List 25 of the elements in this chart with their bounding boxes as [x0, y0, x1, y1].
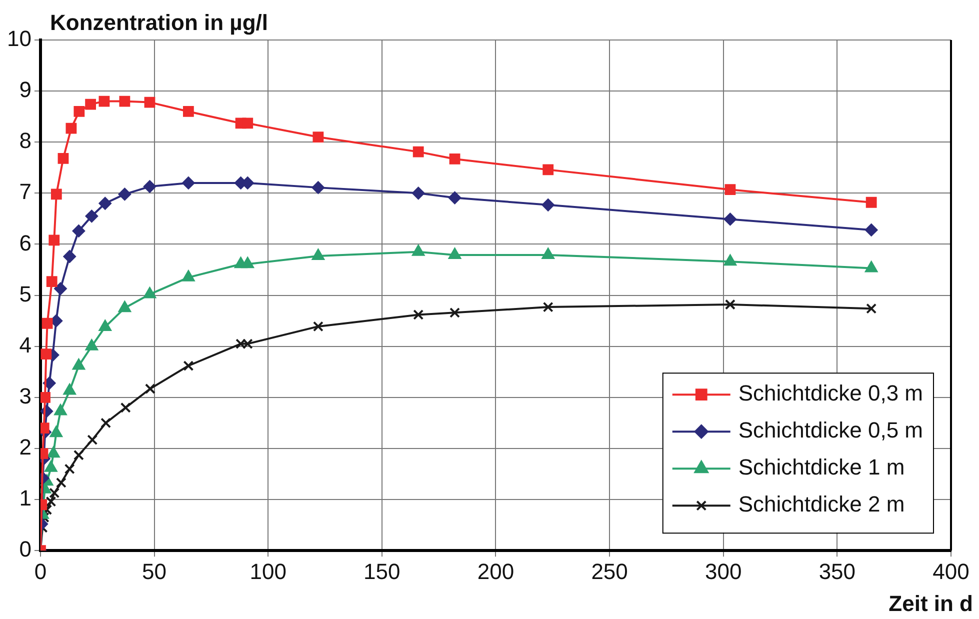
- x-tick-label: 150: [364, 558, 400, 584]
- y-tick-label: 0: [19, 536, 32, 562]
- x-tick-label: 200: [477, 558, 514, 584]
- y-tick-label: 7: [19, 179, 32, 204]
- x-tick-label: 50: [142, 558, 167, 584]
- y-tick-label: 6: [19, 230, 32, 256]
- x-axis-title: Zeit in d: [888, 591, 973, 617]
- y-tick-label: 1: [19, 486, 32, 511]
- y-tick-label: 5: [19, 281, 32, 306]
- y-tick-label: 4: [19, 332, 32, 358]
- x-tick-label: 400: [932, 558, 970, 584]
- y-axis-title: Konzentration in µg/l: [50, 10, 268, 36]
- legend-label: Schichtdicke 0,5 m: [738, 418, 924, 443]
- y-tick-label: 10: [6, 26, 32, 52]
- legend-label: Schichtdicke 1 m: [738, 454, 905, 480]
- legend-label: Schichtdicke 0,3 m: [738, 380, 924, 406]
- y-tick-label: 8: [19, 128, 32, 154]
- y-tick-label: 9: [19, 77, 32, 102]
- x-tick-label: 300: [705, 558, 742, 584]
- legend-label: Schichtdicke 2 m: [738, 492, 905, 517]
- y-tick-label: 2: [19, 434, 32, 460]
- x-tick-label: 100: [250, 558, 286, 584]
- x-tick-label: 350: [818, 558, 856, 584]
- x-tick-label: 250: [591, 558, 628, 584]
- y-tick-label: 3: [19, 383, 32, 408]
